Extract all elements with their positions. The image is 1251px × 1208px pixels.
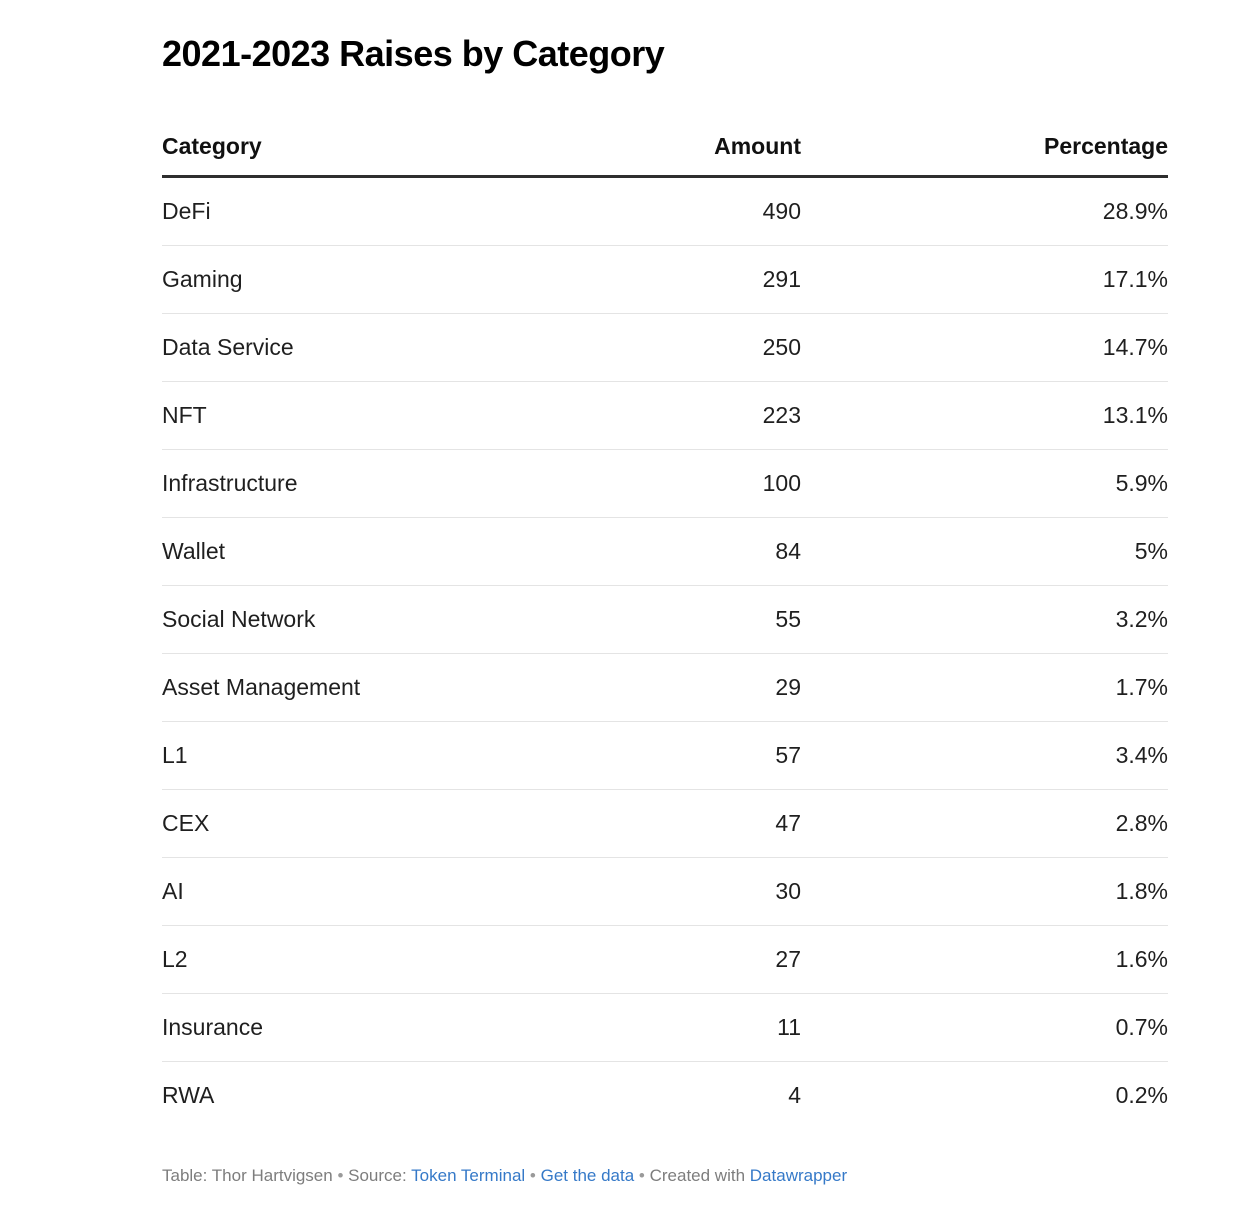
column-header-percentage: Percentage bbox=[1043, 133, 1168, 159]
table-row: Asset Management 29 1.7% bbox=[162, 654, 1168, 722]
cell-percentage: 17.1% bbox=[1102, 266, 1168, 292]
cell-amount: 100 bbox=[762, 470, 801, 496]
cell-category: L1 bbox=[162, 742, 188, 768]
cell-category: Insurance bbox=[162, 1014, 264, 1040]
cell-amount: 57 bbox=[775, 742, 801, 768]
cell-category: Asset Management bbox=[162, 674, 361, 700]
cell-percentage: 14.7% bbox=[1102, 334, 1168, 360]
cell-category: NFT bbox=[162, 402, 207, 428]
source-label: Source: bbox=[348, 1166, 407, 1185]
cell-percentage: 28.9% bbox=[1102, 198, 1168, 224]
source-link[interactable]: Token Terminal bbox=[411, 1166, 526, 1185]
cell-category: RWA bbox=[162, 1082, 215, 1108]
cell-amount: 84 bbox=[775, 538, 801, 564]
table-row: CEX 47 2.8% bbox=[162, 790, 1168, 858]
cell-category: Gaming bbox=[162, 266, 243, 292]
cell-category: Social Network bbox=[162, 606, 316, 632]
cell-category: Data Service bbox=[162, 334, 294, 360]
cell-percentage: 3.2% bbox=[1115, 606, 1168, 632]
cell-amount: 47 bbox=[775, 810, 801, 836]
cell-amount: 223 bbox=[762, 402, 801, 428]
table-row: Insurance 11 0.7% bbox=[162, 994, 1168, 1062]
column-header-amount: Amount bbox=[714, 133, 801, 159]
cell-percentage: 5% bbox=[1134, 538, 1168, 564]
cell-category: Wallet bbox=[162, 538, 226, 564]
get-the-data-link[interactable]: Get the data bbox=[540, 1166, 635, 1185]
table-body: DeFi 490 28.9% Gaming 291 17.1% Data Ser… bbox=[162, 178, 1168, 1129]
cell-amount: 55 bbox=[775, 606, 801, 632]
attribution-footer: Table: Thor Hartvigsen • Source: Token T… bbox=[162, 1165, 1168, 1187]
table-row: L1 57 3.4% bbox=[162, 722, 1168, 790]
cell-percentage: 13.1% bbox=[1102, 402, 1168, 428]
separator-dot: • bbox=[337, 1166, 344, 1185]
cell-category: Infrastructure bbox=[162, 470, 298, 496]
datawrapper-link[interactable]: Datawrapper bbox=[749, 1166, 848, 1185]
cell-category: AI bbox=[162, 878, 184, 904]
cell-percentage: 3.4% bbox=[1115, 742, 1168, 768]
table-row: Infrastructure 100 5.9% bbox=[162, 450, 1168, 518]
table-row: AI 30 1.8% bbox=[162, 858, 1168, 926]
table-row: L2 27 1.6% bbox=[162, 926, 1168, 994]
cell-percentage: 1.7% bbox=[1115, 674, 1168, 700]
table-credit: Table: Thor Hartvigsen bbox=[162, 1166, 333, 1185]
cell-percentage: 0.2% bbox=[1115, 1082, 1168, 1108]
cell-amount: 4 bbox=[788, 1082, 801, 1108]
cell-percentage: 2.8% bbox=[1115, 810, 1168, 836]
table-row: RWA 4 0.2% bbox=[162, 1062, 1168, 1129]
cell-percentage: 1.6% bbox=[1115, 946, 1168, 972]
table-header-row: Category Amount Percentage bbox=[162, 133, 1168, 178]
column-header-category: Category bbox=[162, 133, 262, 159]
cell-amount: 250 bbox=[762, 334, 801, 360]
cell-percentage: 0.7% bbox=[1115, 1014, 1168, 1040]
page-title: 2021-2023 Raises by Category bbox=[162, 33, 665, 74]
cell-category: DeFi bbox=[162, 198, 211, 224]
cell-percentage: 1.8% bbox=[1115, 878, 1168, 904]
table-row: Wallet 84 5% bbox=[162, 518, 1168, 586]
cell-amount: 291 bbox=[762, 266, 801, 292]
cell-amount: 11 bbox=[777, 1014, 801, 1040]
cell-amount: 27 bbox=[775, 946, 801, 972]
cell-amount: 29 bbox=[775, 674, 801, 700]
table-row: Data Service 250 14.7% bbox=[162, 314, 1168, 382]
table-row: Social Network 55 3.2% bbox=[162, 586, 1168, 654]
table-row: Gaming 291 17.1% bbox=[162, 246, 1168, 314]
table-row: NFT 223 13.1% bbox=[162, 382, 1168, 450]
separator-dot: • bbox=[638, 1166, 645, 1185]
cell-percentage: 5.9% bbox=[1115, 470, 1168, 496]
cell-amount: 30 bbox=[775, 878, 801, 904]
table-widget: 2021-2023 Raises by Category Category Am… bbox=[162, 0, 1168, 1187]
table-row: DeFi 490 28.9% bbox=[162, 178, 1168, 246]
created-with-label: Created with bbox=[649, 1166, 746, 1185]
cell-amount: 490 bbox=[762, 198, 801, 224]
cell-category: L2 bbox=[162, 946, 188, 972]
cell-category: CEX bbox=[162, 810, 210, 836]
separator-dot: • bbox=[529, 1166, 536, 1185]
